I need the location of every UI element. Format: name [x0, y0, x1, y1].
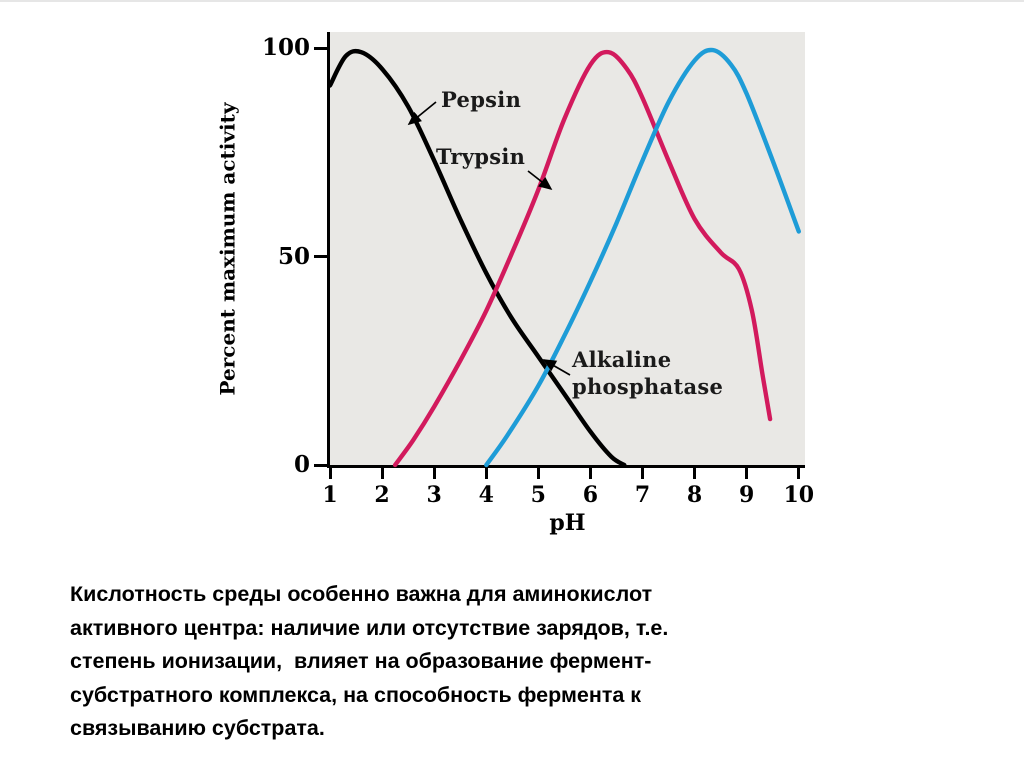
x-tick-mark [432, 468, 436, 479]
y-axis-line [327, 32, 330, 468]
x-tick-mark [484, 468, 488, 479]
x-tick-mark [641, 468, 644, 479]
x-tick-label: 6 [582, 482, 599, 508]
x-axis-title: pH [549, 510, 586, 536]
x-tick-label: 7 [634, 482, 651, 508]
caption-line: степень ионизации, влияет на образование… [70, 649, 652, 673]
alkaline-phosphatase-annotation: Alkaline phosphatase [572, 347, 724, 399]
x-tick-label: 2 [374, 482, 390, 508]
trypsin-arrow-icon [527, 170, 553, 191]
x-tick-mark [380, 468, 384, 479]
x-tick-mark [797, 468, 801, 479]
pepsin-arrow-icon [407, 101, 437, 126]
curve-pepsin [327, 48, 627, 468]
y-tick-mark [314, 255, 327, 258]
x-tick-label: 9 [739, 482, 755, 508]
x-tick-mark [588, 468, 592, 479]
pepsin-annotation: Pepsin [441, 87, 522, 112]
x-tick-label: 8 [686, 482, 703, 508]
x-tick-mark [745, 468, 749, 479]
y-tick-mark [314, 46, 327, 50]
x-tick-label: 5 [530, 482, 546, 508]
y-axis-title: Percent maximum activity [215, 102, 240, 396]
y-tick-mark [314, 463, 327, 467]
y-tick-label: 0 [293, 451, 310, 478]
caption: Кислотность среды особенно важна для ами… [70, 578, 900, 746]
curve-trypsin [392, 49, 773, 468]
curve-alkaline-phosphatase [484, 47, 801, 468]
x-tick-mark [328, 468, 332, 479]
y-tick-label: 50 [277, 242, 310, 270]
x-tick-label: 1 [322, 482, 338, 508]
x-tick-mark [536, 468, 540, 479]
caption-line: активного центра: наличие или отсутствие… [70, 615, 669, 640]
x-tick-label: 3 [426, 482, 442, 508]
x-tick-mark [693, 468, 697, 479]
caption-line: Кислотность среды особенно важна для ами… [70, 582, 653, 606]
trypsin-annotation: Trypsin [436, 144, 526, 169]
annotation-arrows [407, 101, 571, 376]
plot-area: 0 50 100 1 2 3 4 5 6 7 8 9 10 [262, 32, 814, 508]
caption-line: субстратного комплекса, на способность ф… [70, 682, 642, 707]
ph-activity-chart: Percent maximum activity 0 50 100 1 2 3 4 5 6 7 8 9… [0, 2, 1024, 562]
y-tick-label: 100 [261, 34, 310, 61]
caption-line: связыванию субстрата. [70, 716, 325, 740]
x-tick-label: 4 [478, 482, 494, 508]
x-axis-line [327, 465, 805, 468]
curves-layer [327, 47, 801, 468]
alkaline-phosphatase-arrow-icon [542, 359, 571, 376]
x-tick-label: 10 [783, 482, 815, 508]
